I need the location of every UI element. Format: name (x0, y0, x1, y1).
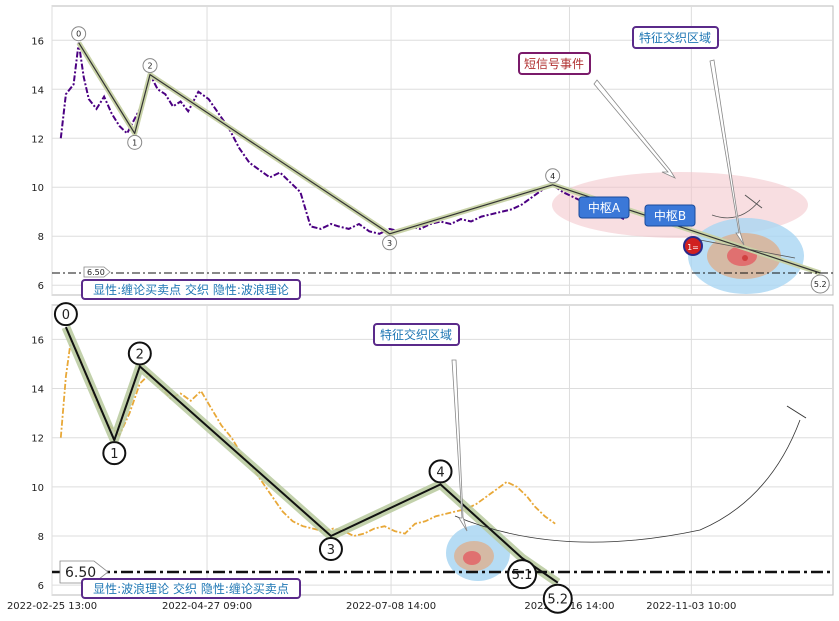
x-tick-label: 2022-07-08 14:00 (346, 601, 436, 612)
y-tick-label: 8 (38, 232, 44, 243)
y-tick-label: 6 (38, 281, 44, 292)
stroke-vertex-2: 2 (142, 58, 158, 74)
stroke-vertex-label: 0 (76, 30, 81, 39)
stroke-vertex-label: 5.2 (814, 280, 827, 289)
bottom-feature-ellipse-inner (463, 551, 481, 565)
y-tick-label: 6 (38, 581, 44, 592)
stroke-vertex-5.2: 5.2 (542, 583, 573, 614)
y-tick-label: 12 (31, 134, 44, 145)
top-pivot-a: 中枢A (578, 196, 630, 219)
bottom-forecast-tick (786, 405, 807, 419)
y-tick-label: 10 (31, 183, 44, 194)
stroke-vertex-label: 4 (436, 465, 444, 480)
top-annotation-signal-text: 短信号事件 (524, 57, 584, 71)
y-tick-label: 14 (31, 85, 44, 96)
stroke-vertex-0: 0 (53, 302, 78, 327)
top-pivot-b: 中枢B (644, 204, 696, 227)
stroke-vertex-4: 4 (428, 459, 453, 484)
bottom-x-ticks: 2022-02-25 13:00 2022-04-27 09:00 2022-07-… (7, 601, 736, 612)
top-forecast-tick (744, 194, 763, 209)
stroke-vertex-1: 1 (102, 441, 127, 466)
stroke-vertex-3: 3 (382, 235, 398, 251)
bottom-annotation-feature-text: 特征交织区域 (380, 327, 452, 342)
stroke-vertex-label: 2 (147, 62, 152, 71)
top-buy-point-label: 1= (687, 243, 699, 252)
bottom-stroke-labels: 0 1 2 3 4 5.1 5.2 (53, 302, 573, 614)
top-stroke-labels: 0 1 2 3 4 5.2 (71, 26, 830, 294)
x-tick-label: 2022-02-25 13:00 (7, 601, 97, 612)
top-annotation-signal: 短信号事件 (518, 52, 591, 75)
bottom-plot-area (51, 304, 834, 596)
stroke-vertex-label: 3 (327, 543, 335, 558)
stroke-vertex-5.2: 5.2 (810, 274, 830, 294)
stroke-vertex-label: 4 (550, 172, 555, 181)
y-tick-label: 16 (31, 36, 44, 47)
stroke-vertex-2: 2 (127, 341, 152, 366)
stroke-vertex-label: 1 (132, 138, 137, 147)
x-tick-label: 2022-04-27 09:00 (162, 601, 252, 612)
top-annotation-feature: 特征交织区域 (632, 26, 719, 49)
top-buy-point-marker: 1= (683, 236, 703, 256)
bottom-footnote-box: 显性:波浪理论 交织 隐性:缠论买卖点 (81, 578, 301, 599)
x-tick-label: 2022-11-03 10:00 (646, 601, 736, 612)
stroke-vertex-label: 5.2 (547, 593, 568, 608)
stroke-vertex-4: 4 (545, 168, 561, 184)
top-annotation-feature-text: 特征交织区域 (639, 30, 711, 45)
top-price-series (59, 42, 625, 235)
stroke-vertex-label: 0 (62, 308, 70, 323)
bottom-price-series (59, 336, 556, 537)
bottom-y-ticks: 6 8 10 12 14 16 (31, 335, 44, 592)
y-tick-label: 14 (31, 385, 44, 396)
stroke-vertex-label: 1 (110, 447, 118, 462)
bottom-footnote-text: 显性:波浪理论 交织 隐性:缠论买卖点 (93, 581, 289, 596)
top-signal-arrow (593, 79, 677, 179)
bottom-forecast-arc (454, 419, 801, 543)
y-tick-label: 12 (31, 434, 44, 445)
bottom-feature-arrow (451, 359, 468, 532)
y-tick-label: 16 (31, 335, 44, 346)
top-reference-label: 6.50 (87, 268, 105, 277)
top-reference-badge: 6.50 (83, 266, 111, 278)
top-footnote-text: 显性:缠论买卖点 交织 隐性:波浪理论 (93, 282, 289, 297)
top-feature-arrow (709, 59, 745, 246)
stroke-vertex-label: 3 (387, 239, 392, 248)
bottom-stroke-line (64, 326, 559, 584)
stroke-vertex-5.1: 5.1 (507, 559, 538, 590)
top-y-ticks: 6 8 10 12 14 16 (31, 36, 44, 292)
stroke-vertex-1: 1 (127, 134, 143, 150)
top-marker-point (742, 255, 748, 261)
bottom-reference-badge: 6.50 (59, 560, 109, 584)
stroke-vertex-label: 2 (136, 347, 144, 362)
bottom-reference-label: 6.50 (65, 565, 96, 581)
stroke-vertex-3: 3 (318, 537, 343, 562)
top-footnote-box: 显性:缠论买卖点 交织 隐性:波浪理论 (81, 279, 301, 300)
stroke-vertex-label: 5.1 (512, 568, 533, 583)
top-forecast-line (699, 239, 796, 259)
bottom-annotation-feature: 特征交织区域 (373, 323, 460, 346)
y-tick-label: 8 (38, 532, 44, 543)
y-tick-label: 10 (31, 483, 44, 494)
top-pivot-a-label: 中枢A (588, 200, 621, 215)
stroke-vertex-0: 0 (71, 26, 87, 42)
top-pivot-b-label: 中枢B (654, 208, 686, 223)
